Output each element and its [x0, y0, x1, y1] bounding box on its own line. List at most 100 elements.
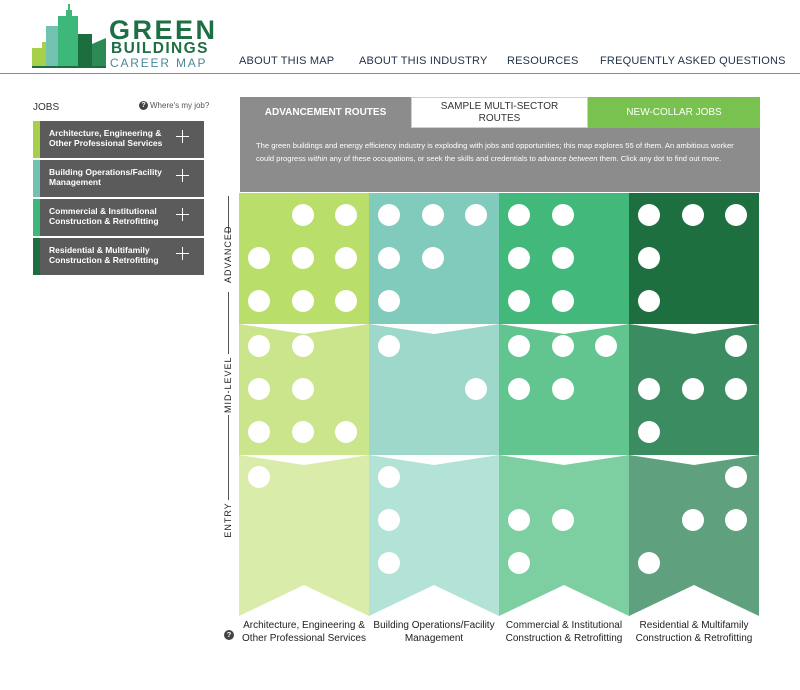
tab-advancement-routes[interactable]: ADVANCEMENT ROUTES — [240, 97, 411, 128]
category-swatch — [33, 121, 40, 158]
cell-building-operations-mid — [369, 324, 499, 455]
sidebar-item-label: Commercial & Institutional Construction … — [49, 206, 159, 226]
job-dot-residential-mid[interactable] — [638, 378, 660, 400]
intro-part: them. Click any dot to find out more. — [597, 154, 722, 163]
sidebar-item-building-operations[interactable]: Building Operations/Facility Management — [33, 160, 204, 197]
job-dot-building-operations-advanced[interactable] — [378, 204, 400, 226]
axis-divider — [228, 196, 229, 234]
job-dot-architecture-advanced[interactable] — [335, 290, 357, 312]
sidebar-item-label: Architecture, Engineering & Other Profes… — [49, 128, 163, 148]
job-dot-building-operations-advanced[interactable] — [378, 290, 400, 312]
logo-tagline: CAREER MAP — [110, 56, 208, 70]
wheres-my-job-link[interactable]: ? Where's my job? — [139, 101, 210, 111]
job-dot-commercial-mid[interactable] — [508, 335, 530, 357]
jobs-heading: JOBS — [33, 102, 60, 113]
job-dot-architecture-advanced[interactable] — [248, 290, 270, 312]
wheres-my-job-label: Where's my job? — [150, 101, 210, 110]
intro-emphasis: between — [568, 154, 598, 163]
sidebar-item-architecture[interactable]: Architecture, Engineering & Other Profes… — [33, 121, 204, 158]
intro-part: any of these occupations, or seek the sk… — [327, 154, 569, 163]
job-dot-architecture-advanced[interactable] — [292, 290, 314, 312]
job-dot-architecture-mid[interactable] — [292, 378, 314, 400]
job-dot-residential-entry[interactable] — [638, 552, 660, 574]
sidebar-item-commercial[interactable]: Commercial & Institutional Construction … — [33, 199, 204, 236]
job-dot-architecture-mid[interactable] — [292, 335, 314, 357]
job-dot-commercial-mid[interactable] — [552, 378, 574, 400]
job-dot-residential-advanced[interactable] — [638, 290, 660, 312]
tab-label: SAMPLE MULTI-SECTOR ROUTES — [440, 100, 559, 124]
job-dot-architecture-advanced[interactable] — [335, 204, 357, 226]
intro-text: The green buildings and energy efficienc… — [240, 128, 760, 192]
job-dot-building-operations-mid[interactable] — [378, 335, 400, 357]
nav-faq[interactable]: FREQUENTLY ASKED QUESTIONS — [600, 55, 786, 67]
job-dot-residential-mid[interactable] — [725, 378, 747, 400]
job-dot-commercial-mid[interactable] — [552, 335, 574, 357]
job-dot-architecture-entry[interactable] — [248, 466, 270, 488]
job-dot-commercial-advanced[interactable] — [552, 204, 574, 226]
job-dot-residential-mid[interactable] — [682, 378, 704, 400]
column-label-commercial: Commercial & Institutional Construction … — [505, 620, 623, 644]
job-dot-building-operations-entry[interactable] — [378, 509, 400, 531]
column-label-residential: Residential & Multifamily Construction &… — [635, 620, 753, 644]
job-dot-building-operations-entry[interactable] — [378, 466, 400, 488]
category-swatch — [33, 199, 40, 236]
job-dot-residential-entry[interactable] — [725, 509, 747, 531]
job-dot-commercial-advanced[interactable] — [552, 247, 574, 269]
nav-about-map[interactable]: ABOUT THIS MAP — [239, 55, 335, 67]
job-dot-commercial-advanced[interactable] — [552, 290, 574, 312]
job-dot-residential-mid[interactable] — [638, 421, 660, 443]
tab-sample-multi-sector-routes[interactable]: SAMPLE MULTI-SECTOR ROUTES — [411, 97, 588, 128]
axis-divider — [228, 292, 229, 354]
job-dot-architecture-mid[interactable] — [335, 421, 357, 443]
job-dot-residential-entry[interactable] — [682, 509, 704, 531]
sidebar-item-label: Building Operations/Facility Management — [49, 167, 162, 187]
logo-title: GREEN — [109, 15, 218, 45]
job-dot-residential-advanced[interactable] — [682, 204, 704, 226]
job-dot-commercial-mid[interactable] — [595, 335, 617, 357]
category-swatch — [33, 238, 40, 275]
level-label-mid: MID-LEVEL — [223, 356, 233, 413]
job-dot-architecture-advanced[interactable] — [292, 204, 314, 226]
sidebar-item-residential[interactable]: Residential & Multifamily Construction &… — [33, 238, 204, 275]
job-dot-residential-advanced[interactable] — [638, 247, 660, 269]
job-dot-building-operations-entry[interactable] — [378, 552, 400, 574]
job-dot-building-operations-advanced[interactable] — [422, 204, 444, 226]
expand-plus-icon[interactable] — [176, 169, 189, 182]
job-dot-architecture-advanced[interactable] — [335, 247, 357, 269]
job-dot-residential-entry[interactable] — [725, 466, 747, 488]
job-dot-residential-mid[interactable] — [725, 335, 747, 357]
intro-emphasis: within — [307, 154, 328, 163]
job-dot-building-operations-advanced[interactable] — [422, 247, 444, 269]
site-header: GREEN BUILDINGS CAREER MAP ABOUT THIS MA… — [0, 0, 800, 74]
logo-buildings-icon[interactable] — [32, 4, 106, 68]
job-dot-commercial-entry[interactable] — [508, 509, 530, 531]
job-dot-architecture-mid[interactable] — [248, 421, 270, 443]
expand-plus-icon[interactable] — [176, 247, 189, 260]
column-label-building-operations: Building Operations/Facility Management — [373, 620, 495, 644]
expand-plus-icon[interactable] — [176, 208, 189, 221]
job-dot-building-operations-advanced[interactable] — [378, 247, 400, 269]
job-dot-commercial-entry[interactable] — [508, 552, 530, 574]
nav-resources[interactable]: RESOURCES — [507, 55, 579, 67]
job-dot-architecture-advanced[interactable] — [248, 247, 270, 269]
job-dot-building-operations-advanced[interactable] — [465, 204, 487, 226]
job-dot-residential-advanced[interactable] — [638, 204, 660, 226]
job-dot-commercial-mid[interactable] — [508, 378, 530, 400]
job-dot-building-operations-mid[interactable] — [465, 378, 487, 400]
tab-new-collar-jobs[interactable]: NEW-COLLAR JOBS — [588, 97, 760, 128]
job-dot-commercial-advanced[interactable] — [508, 290, 530, 312]
cell-commercial-entry — [499, 455, 629, 616]
job-dot-commercial-advanced[interactable] — [508, 247, 530, 269]
job-dot-architecture-mid[interactable] — [248, 378, 270, 400]
job-dot-commercial-entry[interactable] — [552, 509, 574, 531]
expand-plus-icon[interactable] — [176, 130, 189, 143]
level-label-entry: ENTRY — [223, 502, 233, 538]
job-dot-commercial-advanced[interactable] — [508, 204, 530, 226]
job-dot-architecture-advanced[interactable] — [292, 247, 314, 269]
nav-about-industry[interactable]: ABOUT THIS INDUSTRY — [359, 55, 488, 67]
job-dot-residential-advanced[interactable] — [725, 204, 747, 226]
help-question-icon[interactable]: ? — [224, 630, 234, 640]
job-dot-architecture-mid[interactable] — [248, 335, 270, 357]
job-dot-architecture-mid[interactable] — [292, 421, 314, 443]
